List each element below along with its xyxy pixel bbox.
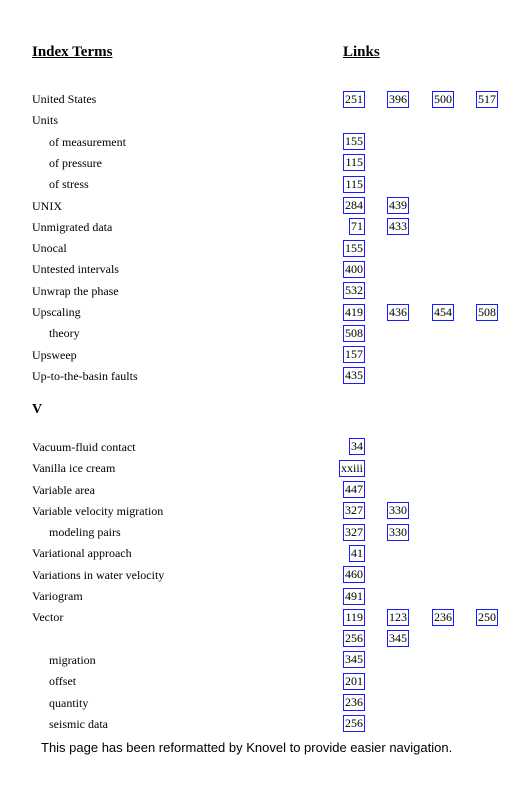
- index-term: Unwrap the phase: [32, 283, 119, 298]
- index-term: Units: [32, 113, 59, 128]
- page-link[interactable]: 508: [476, 303, 498, 321]
- page-link[interactable]: 34: [349, 438, 365, 456]
- page-link[interactable]: 396: [387, 90, 409, 108]
- page-link[interactable]: 119: [343, 608, 365, 626]
- page-link[interactable]: 435: [343, 367, 365, 385]
- page-link[interactable]: 256: [343, 715, 365, 733]
- page-link[interactable]: 532: [343, 282, 365, 300]
- index-term: Up-to-the-basin faults: [32, 368, 138, 383]
- page-link[interactable]: 454: [432, 303, 454, 321]
- index-term: Untested intervals: [32, 262, 119, 277]
- index-term: Vanilla ice cream: [32, 461, 116, 476]
- page-link[interactable]: 500: [432, 90, 454, 108]
- index-term: Variations in water velocity: [32, 567, 165, 582]
- index-term: Variable velocity migration: [32, 503, 164, 518]
- page-link[interactable]: 201: [343, 672, 365, 690]
- index-term: Unocal: [32, 241, 67, 256]
- page-link[interactable]: 256: [343, 630, 365, 648]
- page-link[interactable]: 250: [476, 608, 498, 626]
- page-link[interactable]: 251: [343, 90, 365, 108]
- index-term: Variable area: [32, 482, 95, 497]
- page-link[interactable]: 327: [343, 523, 365, 541]
- index-term: Variogram: [32, 589, 83, 603]
- page-link[interactable]: 284: [343, 197, 365, 214]
- page-link[interactable]: 345: [343, 651, 365, 669]
- index-term: Vacuum-fluid contact: [32, 439, 136, 454]
- page-link[interactable]: 400: [343, 260, 365, 278]
- index-term: Unmigrated data: [32, 219, 113, 234]
- page-link[interactable]: 330: [387, 523, 409, 541]
- index-term: migration: [49, 652, 96, 667]
- index-term: quantity: [49, 695, 89, 710]
- index-term: offset: [49, 674, 77, 689]
- page-link[interactable]: 439: [387, 197, 409, 214]
- index-term: United States: [32, 92, 97, 106]
- page-link[interactable]: 517: [476, 90, 498, 108]
- header-links: Links: [343, 44, 380, 60]
- page-link[interactable]: 419: [343, 303, 365, 321]
- page-link[interactable]: 155: [343, 239, 365, 257]
- index-term: of measurement: [49, 134, 126, 149]
- footer: This page has been reformatted by Knovel…: [41, 740, 453, 755]
- section-heading: V: [32, 401, 43, 417]
- page-link[interactable]: 155: [343, 133, 365, 151]
- index-term: seismic data: [49, 716, 108, 731]
- index-term: Upsweep: [32, 347, 77, 362]
- index-term: Vector: [32, 610, 64, 625]
- page-link[interactable]: 460: [343, 566, 365, 584]
- index-term: of stress: [49, 177, 89, 192]
- index-term: modeling pairs: [49, 525, 121, 540]
- index-term: Upscaling: [32, 305, 81, 319]
- page-link[interactable]: 236: [343, 694, 365, 711]
- page-link[interactable]: 447: [343, 481, 365, 498]
- page-link[interactable]: 157: [343, 346, 365, 364]
- page-link[interactable]: 41: [349, 544, 365, 562]
- page-link[interactable]: 433: [387, 218, 409, 236]
- page-link[interactable]: 115: [343, 154, 365, 172]
- page-link[interactable]: 71: [349, 218, 365, 236]
- page-link[interactable]: 327: [343, 502, 365, 520]
- page-link[interactable]: 330: [387, 502, 409, 520]
- index-term: theory: [49, 326, 80, 341]
- index-term: UNIX: [32, 198, 62, 213]
- page-link[interactable]: 345: [387, 630, 409, 648]
- header-terms: Index Terms: [32, 44, 113, 60]
- index-term: of pressure: [49, 155, 102, 170]
- page-link[interactable]: 115: [343, 175, 365, 193]
- page-link[interactable]: 491: [343, 587, 365, 605]
- page-link[interactable]: 436: [387, 303, 409, 321]
- page-link[interactable]: 236: [432, 608, 454, 626]
- page-link[interactable]: 123: [387, 608, 409, 626]
- page-link[interactable]: 508: [343, 324, 365, 342]
- index-term: Variational approach: [32, 546, 132, 561]
- page-link[interactable]: xxiii: [338, 459, 365, 477]
